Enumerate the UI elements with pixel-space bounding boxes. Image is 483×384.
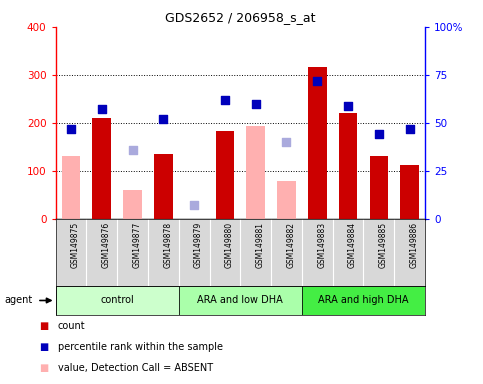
Bar (277, 182, 296, 219)
Text: GSM149878: GSM149878 (163, 222, 172, 268)
Point (159, 116, 167, 122)
Bar (56, 286, 179, 315)
Text: GSM149880: GSM149880 (225, 222, 234, 268)
Text: ■: ■ (39, 363, 48, 373)
Bar (339, 113, 357, 219)
Point (375, 131, 383, 137)
Bar (400, 165, 419, 219)
Point (221, 97, 229, 103)
Text: ARA and low DHA: ARA and low DHA (198, 295, 283, 306)
Point (406, 126, 413, 132)
Text: percentile rank within the sample: percentile rank within the sample (58, 342, 223, 352)
Text: GSM149883: GSM149883 (317, 222, 327, 268)
Text: count: count (58, 321, 85, 331)
Text: ■: ■ (39, 321, 48, 331)
Text: GSM149879: GSM149879 (194, 222, 203, 268)
Bar (308, 67, 327, 219)
Text: control: control (100, 295, 134, 306)
Text: GSM149884: GSM149884 (348, 222, 357, 268)
Bar (123, 190, 142, 219)
Text: GSM149877: GSM149877 (132, 222, 142, 268)
Text: GSM149882: GSM149882 (286, 222, 296, 268)
Bar (92, 118, 111, 219)
Point (67, 126, 75, 132)
Point (313, 78, 321, 84)
Bar (369, 157, 388, 219)
Point (98, 106, 106, 113)
Text: GSM149875: GSM149875 (71, 222, 80, 268)
Bar (179, 286, 302, 315)
Bar (154, 154, 172, 219)
Text: GSM149885: GSM149885 (379, 222, 388, 268)
Text: GSM149886: GSM149886 (410, 222, 419, 268)
Point (283, 139, 290, 145)
Bar (246, 126, 265, 219)
Point (128, 147, 136, 153)
Bar (302, 286, 425, 315)
Point (190, 202, 198, 209)
Text: GSM149876: GSM149876 (102, 222, 111, 268)
Text: ■: ■ (39, 342, 48, 352)
Text: ARA and high DHA: ARA and high DHA (318, 295, 409, 306)
Text: value, Detection Call = ABSENT: value, Detection Call = ABSENT (58, 363, 213, 373)
Text: agent: agent (5, 295, 33, 306)
Bar (62, 157, 80, 219)
Point (344, 103, 352, 109)
Title: GDS2652 / 206958_s_at: GDS2652 / 206958_s_at (165, 11, 315, 24)
Text: GSM149881: GSM149881 (256, 222, 265, 268)
Bar (215, 131, 234, 219)
Point (252, 101, 259, 107)
